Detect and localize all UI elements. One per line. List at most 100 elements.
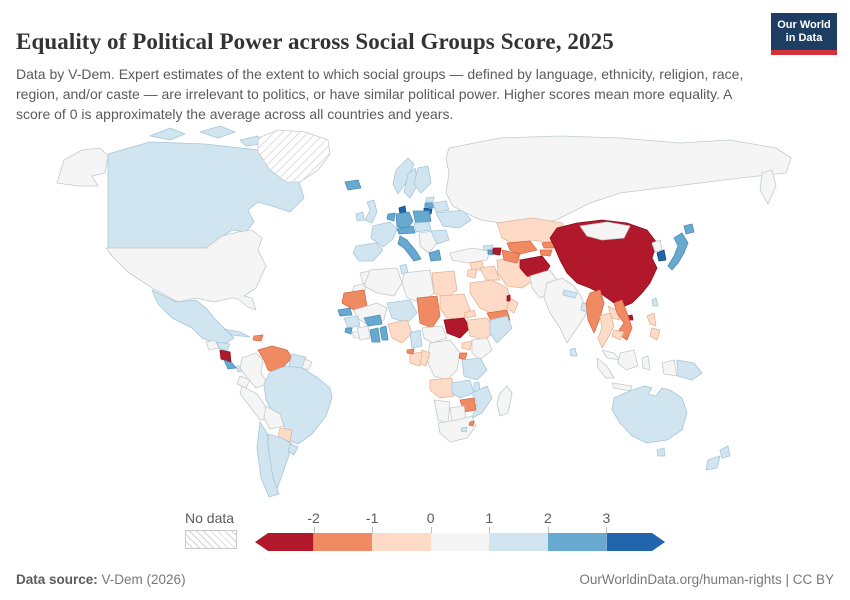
country-germany[interactable] — [395, 211, 414, 230]
country-ethiopia[interactable] — [466, 317, 498, 341]
country-japan[interactable] — [667, 232, 689, 271]
country-balkans[interactable] — [418, 230, 438, 254]
country-equatorial-guinea[interactable] — [406, 348, 415, 355]
country-saudi-arabia[interactable] — [469, 279, 513, 317]
country-eswatini[interactable] — [468, 420, 475, 427]
country-ireland[interactable] — [355, 211, 365, 222]
country-burkina-faso[interactable] — [363, 314, 383, 327]
country-china[interactable] — [549, 219, 658, 309]
country-angola[interactable] — [429, 377, 455, 399]
country-qatar[interactable] — [506, 294, 511, 302]
country-bolivia[interactable] — [263, 405, 285, 430]
country-russia[interactable] — [445, 135, 792, 224]
country-uzbekistan[interactable] — [506, 240, 538, 255]
country-indonesia-java[interactable] — [611, 382, 633, 392]
country-uruguay[interactable] — [287, 443, 299, 456]
country-philippines[interactable] — [649, 327, 661, 341]
country-france[interactable] — [370, 221, 398, 248]
country-central-african-republic[interactable] — [421, 325, 448, 344]
country-cambodia[interactable] — [611, 329, 625, 341]
country-alaska[interactable] — [56, 147, 109, 187]
country-iberia[interactable] — [352, 242, 384, 262]
country-tanzania[interactable] — [461, 357, 488, 381]
country-papua-new-guinea[interactable] — [676, 359, 703, 381]
country-sierra-leone[interactable] — [344, 327, 353, 335]
country-uk[interactable] — [364, 199, 378, 224]
country-gabon[interactable] — [409, 351, 423, 367]
country-philippines[interactable] — [646, 312, 657, 327]
country-thailand[interactable] — [597, 312, 615, 349]
country-honduras[interactable] — [216, 341, 231, 352]
country-new-zealand-north[interactable] — [719, 445, 731, 459]
country-tunisia[interactable] — [399, 263, 409, 275]
country-iceland[interactable] — [344, 179, 362, 191]
country-benelux[interactable] — [386, 212, 396, 222]
country-indonesia-sumatra[interactable] — [596, 357, 615, 379]
country-czech-hungary[interactable] — [413, 221, 432, 233]
country-paraguay[interactable] — [277, 427, 293, 443]
footer-link[interactable]: OurWorldinData.org/human-rights | CC BY — [579, 572, 834, 587]
country-iraq[interactable] — [479, 265, 501, 281]
country-sri-lanka[interactable] — [569, 347, 578, 357]
country-tasmania[interactable] — [656, 447, 666, 457]
country-new-zealand-south[interactable] — [705, 455, 721, 471]
country-ivory-coast[interactable] — [356, 325, 371, 341]
country-armenia[interactable] — [487, 249, 494, 256]
country-sweden[interactable] — [403, 167, 419, 199]
country-finland[interactable] — [413, 165, 432, 194]
country-azerbaijan[interactable] — [492, 247, 502, 256]
country-uganda[interactable] — [461, 340, 473, 351]
country-south-korea[interactable] — [656, 249, 667, 262]
country-romania-bulgaria[interactable] — [430, 229, 450, 245]
country-tajikistan[interactable] — [539, 249, 553, 257]
country-madagascar[interactable] — [496, 385, 513, 417]
country-estonia[interactable] — [425, 196, 435, 203]
country-drc[interactable] — [426, 339, 461, 381]
country-nigeria[interactable] — [387, 319, 413, 344]
country-chile[interactable] — [256, 421, 280, 498]
country-japan-hokkaido[interactable] — [683, 223, 695, 235]
country-switzerland-austria[interactable] — [396, 225, 416, 235]
country-venezuela[interactable] — [257, 345, 293, 374]
country-costa-rica[interactable] — [223, 359, 237, 370]
country-turkey[interactable] — [449, 247, 491, 264]
country-norway[interactable] — [392, 157, 415, 195]
country-somalia[interactable] — [489, 315, 513, 344]
country-hispaniola[interactable] — [252, 334, 264, 342]
country-south-africa[interactable] — [437, 415, 477, 443]
country-zambia[interactable] — [451, 379, 475, 399]
country-niger[interactable] — [386, 299, 418, 324]
country-kamchatka[interactable] — [759, 169, 777, 205]
country-arctic-islands[interactable] — [199, 126, 236, 139]
country-senegal[interactable] — [337, 307, 353, 317]
country-myanmar[interactable] — [585, 289, 605, 334]
country-belarus[interactable] — [432, 200, 450, 213]
country-vietnam[interactable] — [613, 299, 633, 341]
country-cameroon[interactable] — [409, 329, 423, 349]
country-guinea[interactable] — [343, 315, 361, 329]
country-italy[interactable] — [397, 235, 422, 262]
country-nicaragua[interactable] — [219, 349, 232, 363]
country-ghana[interactable] — [369, 327, 381, 343]
country-indonesia-sulawesi[interactable] — [641, 355, 651, 371]
country-oman[interactable] — [506, 297, 519, 314]
country-south-sudan[interactable] — [443, 317, 471, 339]
country-greece[interactable] — [428, 249, 442, 262]
country-namibia[interactable] — [433, 399, 451, 424]
country-rwanda-burundi[interactable] — [458, 352, 468, 361]
country-kenya[interactable] — [471, 337, 493, 361]
country-indonesia-borneo[interactable] — [617, 349, 639, 371]
country-eritrea[interactable] — [463, 309, 477, 319]
country-mexico[interactable] — [151, 289, 235, 344]
country-australia[interactable] — [611, 385, 688, 444]
country-jordan-israel[interactable] — [466, 268, 478, 279]
country-chad[interactable] — [416, 295, 441, 329]
owid-logo[interactable]: Our World in Data — [771, 13, 837, 55]
country-indonesia-papua[interactable] — [661, 359, 678, 377]
country-greenland[interactable] — [257, 129, 331, 183]
country-french-guiana[interactable] — [301, 358, 313, 371]
country-georgia[interactable] — [482, 244, 494, 251]
country-malaysia[interactable] — [601, 349, 621, 361]
legend-no-data[interactable]: No data — [185, 510, 237, 549]
country-algeria[interactable] — [363, 267, 403, 297]
